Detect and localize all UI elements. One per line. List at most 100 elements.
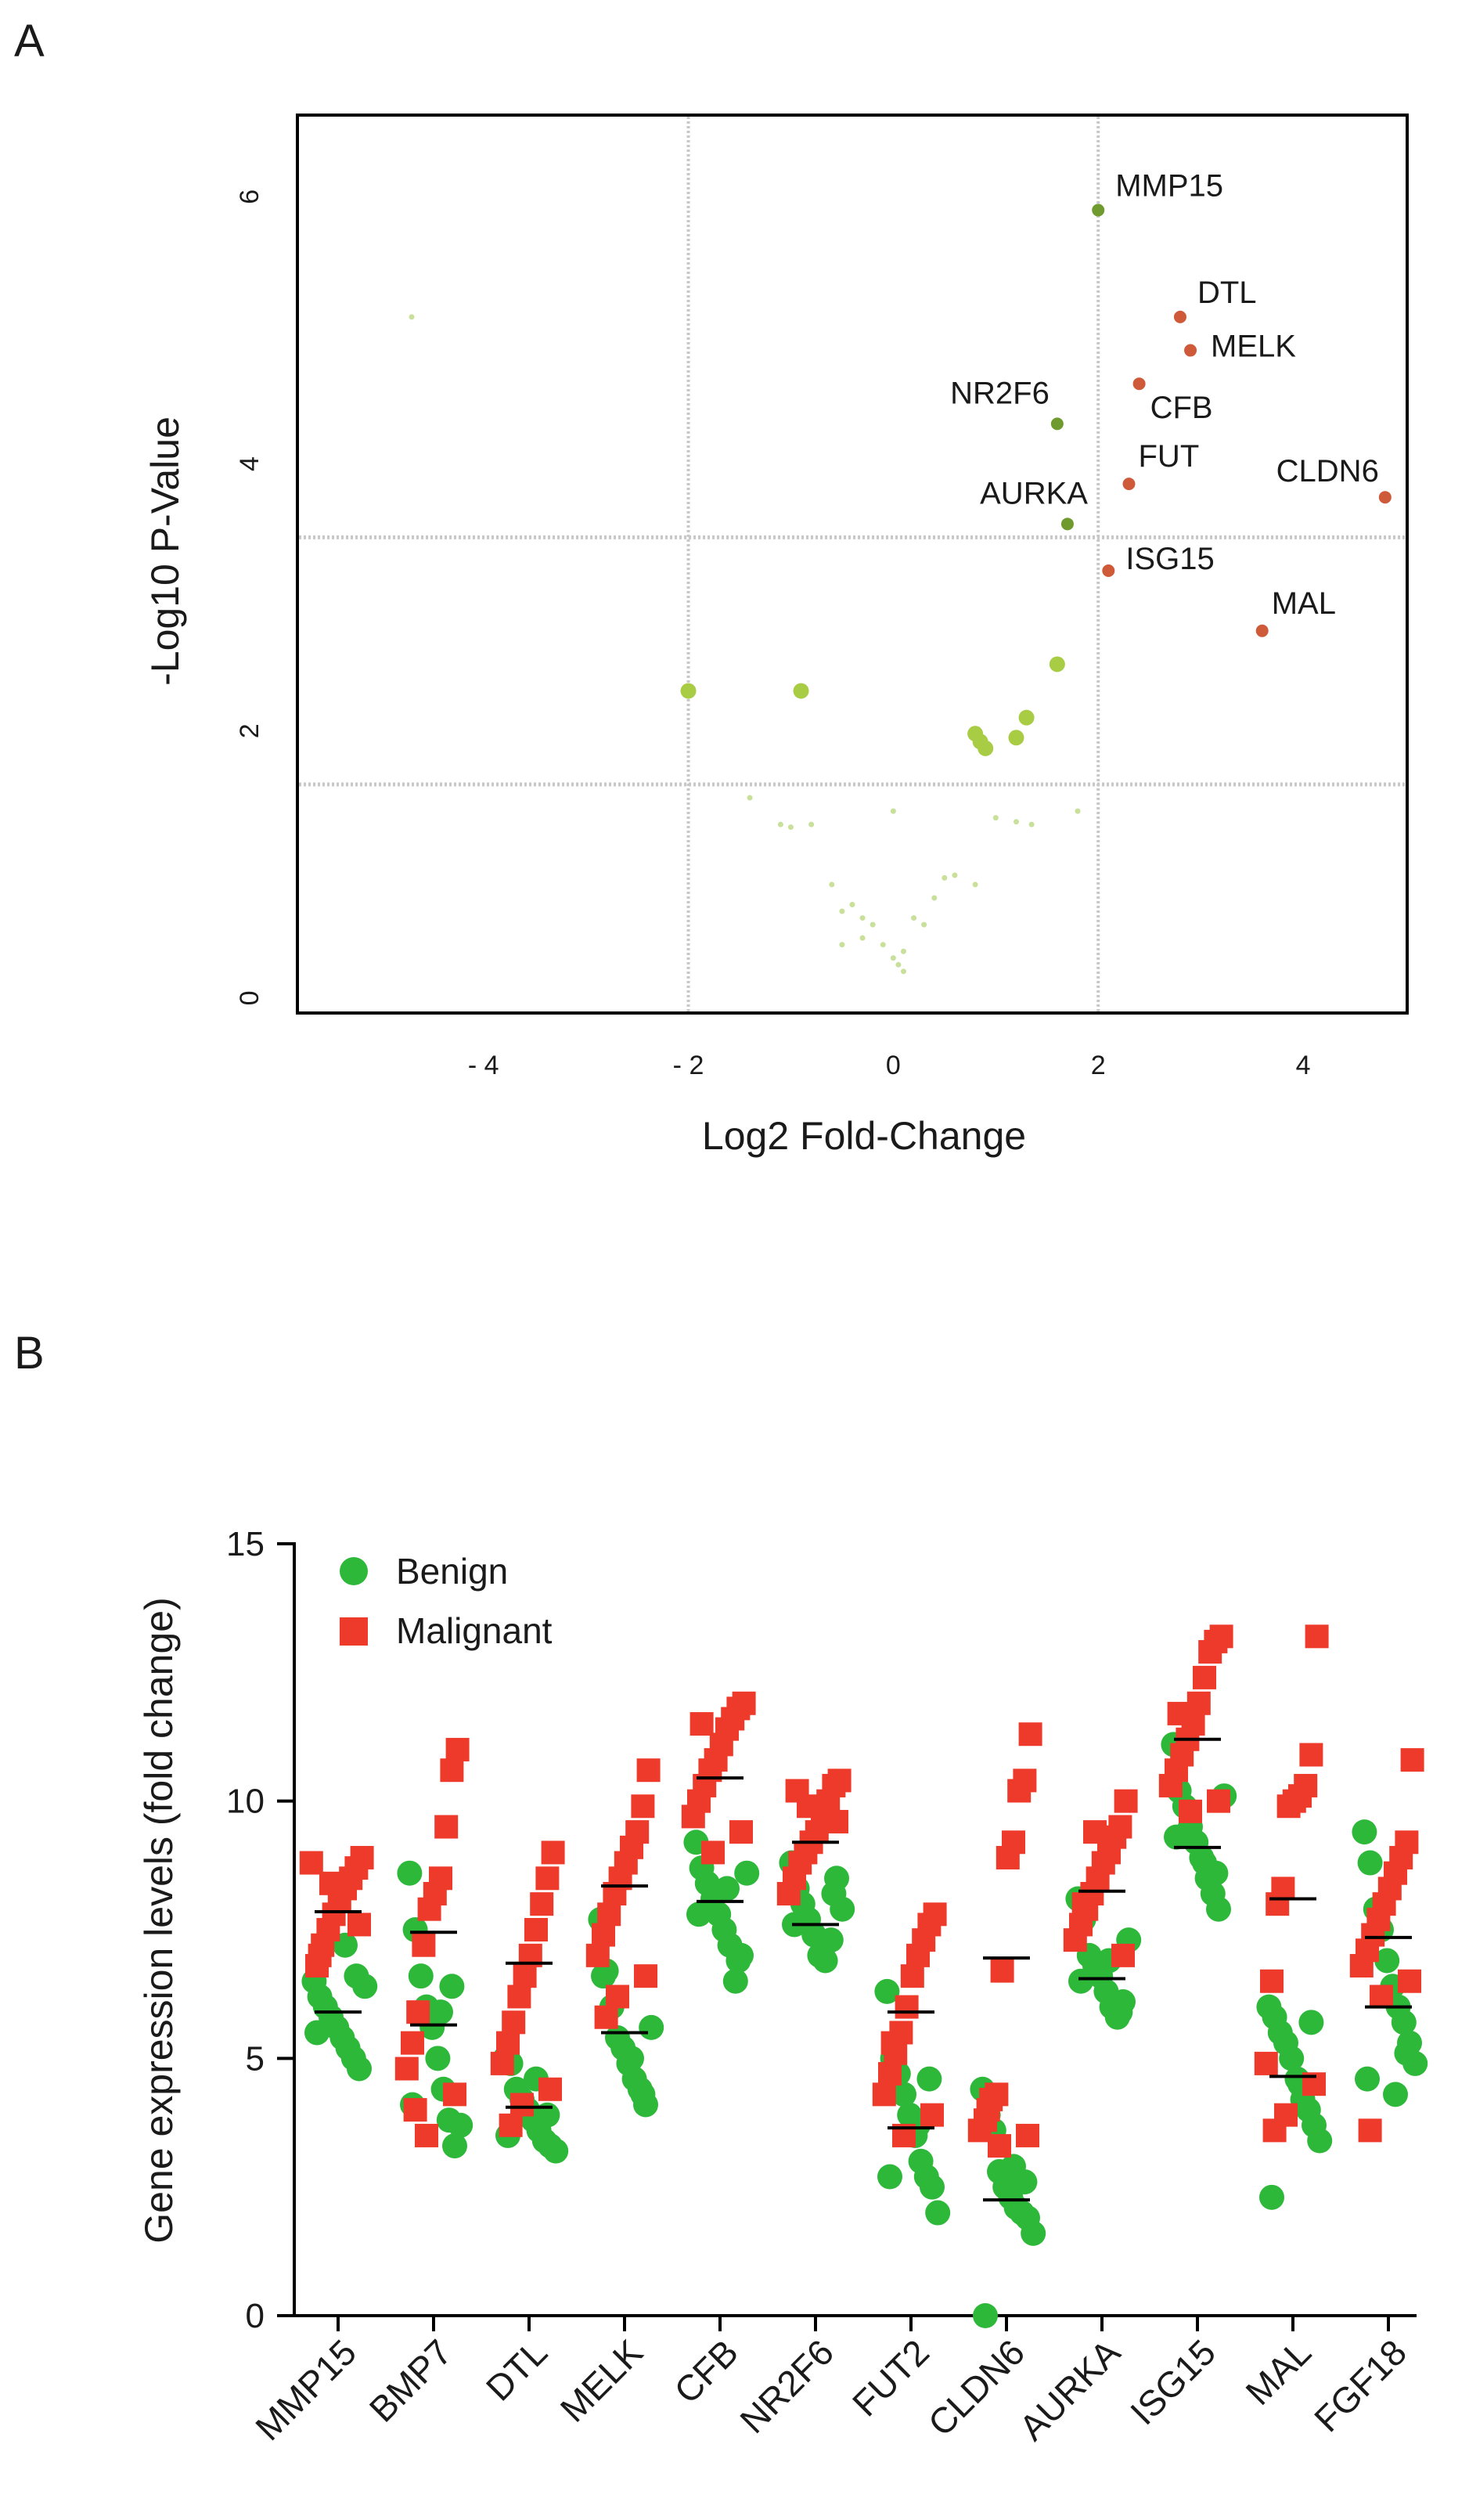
dot-plot-point-benign bbox=[619, 2046, 644, 2071]
volcano-point bbox=[942, 874, 948, 881]
volcano-x-tick-label: - 4 bbox=[468, 1051, 499, 1080]
dot-plot-point-malignant bbox=[1398, 1969, 1421, 1993]
volcano-point bbox=[409, 314, 415, 320]
volcano-points bbox=[409, 204, 1392, 975]
volcano-point bbox=[1013, 819, 1019, 825]
dot-plot-point-benign bbox=[397, 1860, 423, 1886]
volcano-label-mmp15: MMP15 bbox=[1115, 168, 1223, 203]
dot-plot-point-malignant bbox=[1254, 2051, 1278, 2075]
dot-plot-point-benign bbox=[1355, 2066, 1380, 2092]
dot-plot-point-benign bbox=[1206, 1896, 1231, 1922]
volcano-point-mmp15 bbox=[1092, 204, 1105, 217]
volcano-point-labels: MMP15 DTL MELK CFB NR2F6 FUT CLDN6 AURKA ISG15 MA… bbox=[950, 168, 1379, 620]
volcano-label-dtl: DTL bbox=[1197, 276, 1257, 310]
volcano-point-mal bbox=[1255, 624, 1269, 637]
dot-plot-point-benign bbox=[1068, 1968, 1093, 1994]
volcano-point bbox=[793, 683, 809, 699]
dot-plot-point-malignant bbox=[1063, 1928, 1087, 1952]
volcano-label-fut: FUT bbox=[1139, 439, 1200, 474]
dot-plot-point-malignant bbox=[636, 1758, 661, 1783]
dot-plot-point-benign bbox=[347, 2056, 372, 2082]
dot-plot-point-benign bbox=[920, 2174, 945, 2200]
dot-plot-point-malignant bbox=[1114, 1789, 1138, 1813]
dot-plot-point-malignant bbox=[906, 1943, 930, 1967]
volcano-y-tick-label: 6 bbox=[235, 189, 265, 204]
dot-plot-point-malignant bbox=[1179, 1799, 1202, 1823]
dot-plot-point-benign bbox=[1164, 1824, 1189, 1850]
dot-plot-point-malignant bbox=[401, 2031, 424, 2055]
dot-plot-point-malignant bbox=[1018, 1722, 1042, 1747]
dot-plot-point-benign bbox=[408, 1963, 434, 1989]
dot-plot-point-malignant bbox=[976, 2098, 1000, 2122]
dot-plot-point-benign bbox=[591, 1963, 616, 1989]
dot-plot-point-malignant bbox=[1299, 1743, 1323, 1767]
dot-plot-point-benign bbox=[543, 2138, 569, 2164]
dot-plot-point-malignant bbox=[1167, 1701, 1191, 1725]
volcano-plot: MMP15 DTL MELK CFB NR2F6 FUT CLDN6 AURKA ISG15 MA… bbox=[143, 114, 1409, 1158]
dot-plot-point-malignant bbox=[299, 1851, 323, 1875]
dot-plot-point-benign bbox=[1357, 1850, 1383, 1876]
dot-plot-point-malignant bbox=[524, 1918, 548, 1941]
dot-plot-point-malignant bbox=[1193, 1665, 1216, 1689]
dot-plot-point-malignant bbox=[1158, 1773, 1183, 1797]
dot-plot-point-malignant bbox=[415, 2123, 438, 2147]
dot-plot-point-benign bbox=[734, 1860, 760, 1886]
dot-plot-point-malignant bbox=[530, 1892, 554, 1916]
dot-plot-point-malignant bbox=[689, 1712, 714, 1736]
volcano-point-cfb bbox=[1132, 377, 1146, 391]
dot-plot-point-malignant bbox=[440, 1758, 464, 1783]
dot-plot-point-malignant bbox=[1358, 2118, 1382, 2143]
volcano-x-tick-label: - 2 bbox=[673, 1051, 704, 1080]
dot-plot-category-label-fgf18: FGF18 bbox=[1306, 2331, 1414, 2439]
volcano-label-isg15: ISG15 bbox=[1125, 542, 1214, 576]
dot-plot-point-malignant bbox=[538, 2077, 562, 2101]
dot-plot-point-benign bbox=[1107, 1999, 1133, 2025]
volcano-label-aurka: AURKA bbox=[980, 476, 1088, 510]
dot-plot-point-malignant bbox=[920, 2103, 944, 2127]
dot-plot-point-benign bbox=[722, 1968, 748, 1994]
volcano-label-cfb: CFB bbox=[1150, 391, 1213, 425]
dot-plot-point-benign bbox=[715, 1876, 740, 1902]
dot-plot-point-malignant bbox=[776, 1881, 801, 1905]
dot-plot-point-malignant bbox=[1071, 1892, 1096, 1916]
dot-plot-category-label-isg15: ISG15 bbox=[1122, 2331, 1223, 2432]
dot-plot-y-tick-label: 15 bbox=[226, 1525, 265, 1563]
dot-plot-point-benign bbox=[1259, 2184, 1284, 2210]
dot-plot-point-malignant bbox=[990, 1959, 1014, 1983]
dot-plot-point-benign bbox=[639, 2014, 664, 2040]
dot-plot-category-label-cfb: CFB bbox=[666, 2331, 746, 2411]
dot-plot-point-benign bbox=[686, 1902, 711, 1927]
dot-plot-point-malignant bbox=[502, 2010, 526, 2035]
dot-plot-point-benign bbox=[810, 1938, 835, 1963]
dot-plot-point-malignant bbox=[406, 2000, 430, 2024]
dot-plot-y-tick-labels: 0 5 10 15 bbox=[226, 1525, 265, 2335]
dot-plot-point-malignant bbox=[631, 1794, 655, 1819]
volcano-point bbox=[1028, 821, 1035, 827]
volcano-point bbox=[859, 935, 866, 941]
volcano-y-tick-label: 2 bbox=[235, 723, 265, 738]
dot-plot-y-axis-label: Gene expression levels (fold change) bbox=[137, 1597, 181, 2243]
volcano-label-cldn6: CLDN6 bbox=[1276, 454, 1379, 488]
dot-plot-point-malignant bbox=[880, 2031, 905, 2055]
dot-plot-y-tick-label: 5 bbox=[246, 2039, 265, 2078]
dot-plot-y-tick-label: 0 bbox=[246, 2297, 265, 2335]
dot-plot-point-benign bbox=[428, 1999, 453, 2025]
dot-plot-point-malignant bbox=[785, 1779, 809, 1803]
volcano-x-tick-label: 0 bbox=[886, 1051, 901, 1080]
dot-plot-mean-lines bbox=[315, 1737, 1412, 2202]
dot-plot-point-benign bbox=[448, 2112, 473, 2138]
dot-plot-category-label-aurka: AURKA bbox=[1011, 2331, 1128, 2448]
dot-plot-point-malignant bbox=[1400, 1748, 1424, 1772]
dot-plot-point-benign bbox=[1307, 2128, 1333, 2154]
dot-plot-point-malignant bbox=[443, 2082, 466, 2107]
volcano-point-nr2f6 bbox=[1050, 417, 1064, 431]
dot-plot-point-malignant bbox=[895, 1995, 919, 2019]
volcano-point bbox=[680, 683, 697, 699]
dot-plot-point-malignant bbox=[496, 2031, 520, 2055]
dot-plot-point-malignant bbox=[319, 1871, 343, 1895]
dot-plot-category-label-fut2: FUT2 bbox=[844, 2331, 937, 2424]
dot-plot-category-label-cldn6: CLDN6 bbox=[920, 2331, 1032, 2443]
volcano-point bbox=[952, 872, 958, 878]
dot-plot-point-malignant bbox=[1260, 1969, 1284, 1993]
